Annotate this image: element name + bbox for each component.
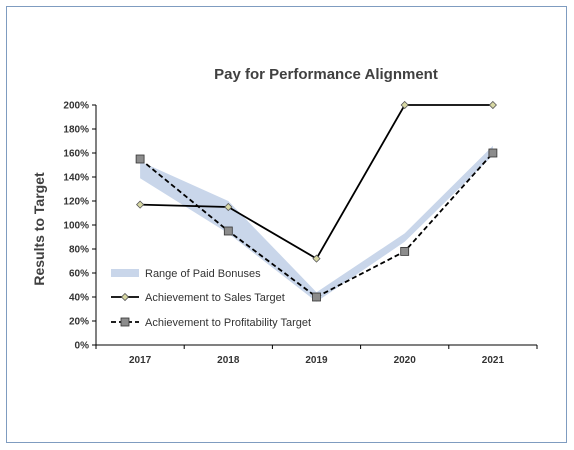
series-1-point bbox=[224, 202, 233, 212]
y-tick-label: 60% bbox=[69, 269, 89, 280]
y-tick-label: 40% bbox=[69, 293, 89, 304]
y-tick-label: 160% bbox=[63, 149, 89, 160]
series-2-point bbox=[135, 154, 145, 164]
legend-series-2-label: Achievement to Profitability Target bbox=[145, 317, 311, 329]
legend-series-1-label: Achievement to Sales Target bbox=[145, 292, 285, 304]
x-tick-label: 2020 bbox=[394, 355, 417, 366]
x-tick-label: 2021 bbox=[482, 355, 505, 366]
bonus-range-band bbox=[140, 145, 493, 302]
series-2-point bbox=[312, 292, 321, 302]
y-tick-label: 180% bbox=[63, 125, 89, 136]
series-1-point bbox=[136, 200, 145, 209]
legend-series-1-marker bbox=[120, 292, 130, 302]
x-tick-label: 2017 bbox=[129, 355, 152, 366]
y-tick-label: 20% bbox=[69, 317, 89, 328]
legend: Range of Paid Bonuses Achievement to Sale… bbox=[111, 268, 311, 329]
series-2-point bbox=[488, 148, 498, 158]
series-1-point bbox=[312, 254, 321, 263]
y-axis-title: Results to Target bbox=[31, 172, 47, 286]
series-2-point bbox=[223, 226, 233, 236]
plot-area: 0% 20% 40% 60% 80% 100% 120% 140% 160% 180% 200% 20… bbox=[63, 100, 538, 366]
y-tick-label: 120% bbox=[63, 197, 89, 208]
series-2-point bbox=[400, 246, 410, 256]
series-1-point bbox=[400, 100, 409, 110]
y-tick-label: 100% bbox=[63, 221, 89, 232]
y-tick-label: 0% bbox=[75, 341, 90, 352]
y-tick-label: 80% bbox=[69, 245, 89, 256]
chart-title: Pay for Performance Alignment bbox=[214, 66, 438, 83]
x-tick-label: 2019 bbox=[305, 355, 328, 366]
series-1-point bbox=[488, 100, 497, 110]
legend-series-2-marker bbox=[120, 317, 130, 327]
y-tick-label: 200% bbox=[63, 101, 89, 112]
chart-canvas: Pay for Performance Alignment Results to… bbox=[31, 66, 538, 366]
chart-frame: Pay for Performance Alignment Results to… bbox=[6, 6, 567, 443]
x-tick-label: 2018 bbox=[217, 355, 240, 366]
legend-band-label: Range of Paid Bonuses bbox=[145, 268, 261, 280]
series-line-1 bbox=[140, 104, 493, 260]
y-tick-label: 140% bbox=[63, 173, 89, 184]
